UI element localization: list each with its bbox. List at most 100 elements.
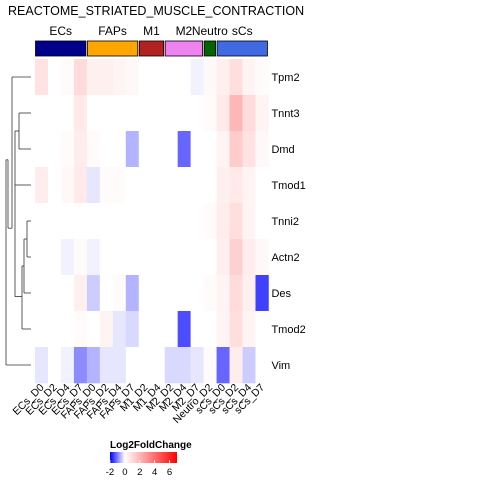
heatmap-cell (125, 203, 140, 240)
heatmap-cell (216, 167, 230, 204)
group-label-neutro: Neutro (192, 24, 228, 38)
legend-color-bar (110, 452, 177, 463)
heatmap-cell (151, 95, 165, 132)
heatmap-cell (216, 347, 230, 384)
heatmap-cell (125, 347, 140, 384)
heatmap-cell (138, 275, 153, 312)
heatmap-cell (164, 347, 178, 384)
group-label-scs: sCs (232, 24, 253, 38)
heatmap-cell (99, 167, 114, 204)
heatmap-cell (47, 59, 62, 96)
heatmap-cell (190, 239, 204, 276)
heatmap-cell (47, 167, 62, 204)
heatmap-cell (60, 203, 75, 240)
heatmap-cell (255, 95, 269, 132)
heatmap-cell (164, 275, 178, 312)
heatmap-cell (190, 347, 204, 384)
heatmap-cell (255, 311, 269, 348)
heatmap-cell (47, 95, 62, 132)
heatmap-cell (112, 239, 127, 276)
heatmap-cell (177, 347, 191, 384)
heatmap-cell (35, 311, 49, 348)
heatmap-cell (190, 131, 204, 168)
heatmap-cell (216, 275, 230, 312)
heatmap-cell (99, 311, 114, 348)
group-label-faps: FAPs (98, 24, 127, 38)
heatmap-cell (203, 203, 217, 240)
heatmap-cell (47, 275, 62, 312)
heatmap-cell (112, 311, 127, 348)
heatmap-cell (242, 239, 256, 276)
heatmap-cell (242, 203, 256, 240)
heatmap-cell (99, 347, 114, 384)
heatmap-cell (86, 275, 101, 312)
heatmap-cell (229, 95, 243, 132)
legend-tick-label: -2 (106, 467, 114, 478)
heatmap-cell (125, 167, 140, 204)
heatmap-cell (73, 167, 88, 204)
heatmap-cell (125, 311, 140, 348)
heatmap-cell (125, 239, 140, 276)
heatmap-cell (164, 59, 178, 96)
legend-tick-label: 2 (137, 467, 142, 478)
heatmap-cell (60, 347, 75, 384)
heatmap-cell (203, 275, 217, 312)
row-label: Dmd (271, 144, 294, 156)
heatmap-cell (73, 203, 88, 240)
group-bar-m1 (138, 40, 165, 57)
heatmap-cell (177, 95, 191, 132)
heatmap-cell (216, 203, 230, 240)
heatmap-cell (86, 311, 101, 348)
heatmap-cell (229, 239, 243, 276)
heatmap-cell (203, 95, 217, 132)
heatmap-cell (60, 239, 75, 276)
heatmap-cell (203, 59, 217, 96)
heatmap-cell (177, 131, 191, 168)
heatmap-cell (203, 131, 217, 168)
group-bar-ecs (35, 40, 87, 57)
row-label: Des (271, 288, 291, 300)
heatmap-cell (35, 275, 49, 312)
heatmap-cell (86, 95, 101, 132)
heatmap-cell (203, 311, 217, 348)
heatmap-cell (60, 95, 75, 132)
row-labels: Tpm2 Tnnt3 Dmd Tmod1 Tnni2 Actn2 Des Tmod2 Vim (271, 72, 305, 372)
heatmap-cell (99, 131, 114, 168)
heatmap-cell (242, 59, 256, 96)
heatmap-cell (99, 95, 114, 132)
heatmap-cell (164, 203, 178, 240)
group-bar-m2 (164, 40, 204, 57)
heatmap-cell (138, 239, 153, 276)
heatmap-cell (255, 275, 269, 312)
heatmap-cell (164, 167, 178, 204)
heatmap-cell (138, 203, 153, 240)
heatmap-cell (138, 167, 153, 204)
heatmap-cell (86, 239, 101, 276)
color-legend: Log2FoldChange -2 0 2 4 6 (106, 440, 192, 478)
heatmap-cell (47, 311, 62, 348)
heatmap-cell (99, 239, 114, 276)
heatmap-cell (86, 131, 101, 168)
heatmap-cell (203, 239, 217, 276)
heatmap-cell (255, 131, 269, 168)
heatmap-cell (190, 59, 204, 96)
heatmap-cell (125, 59, 140, 96)
heatmap-cell (138, 131, 153, 168)
heatmap-cell (73, 131, 88, 168)
heatmap-cell (177, 203, 191, 240)
heatmap-cell (177, 167, 191, 204)
heatmap-cell (60, 59, 75, 96)
heatmap-cell (60, 131, 75, 168)
heatmap-cell (138, 347, 153, 384)
heatmap-cell (229, 203, 243, 240)
row-label: Tnnt3 (271, 108, 299, 120)
heatmap-cell (151, 275, 165, 312)
heatmap-cell (164, 131, 178, 168)
legend-tick-label: 6 (167, 467, 172, 478)
heatmap-cell (112, 347, 127, 384)
row-label: Tmod2 (271, 324, 305, 336)
group-bar-scs (216, 40, 268, 57)
heatmap-cell (112, 167, 127, 204)
group-label-ecs: ECs (49, 24, 72, 38)
